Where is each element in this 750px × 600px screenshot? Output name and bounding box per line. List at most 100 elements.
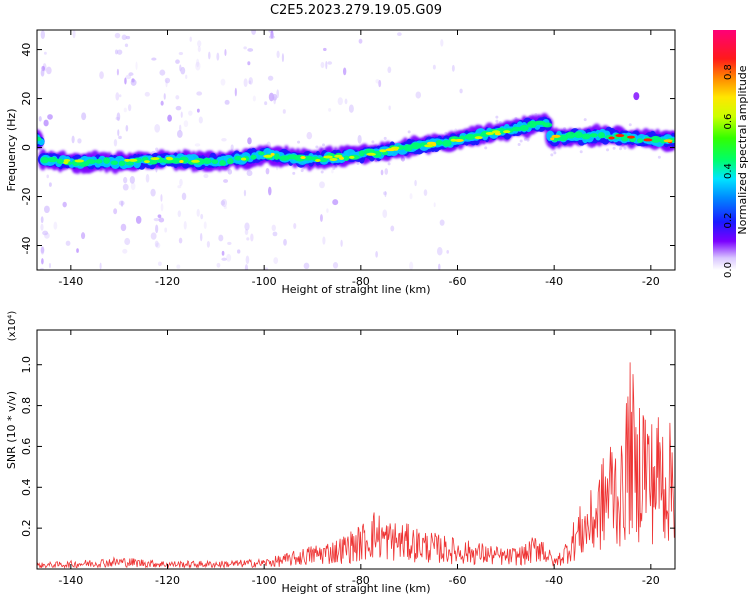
noise-speck bbox=[243, 46, 247, 50]
snr-y-axis: 0.2 0.4 0.6 0.8 1.0 bbox=[20, 356, 675, 537]
noise-speck bbox=[315, 145, 319, 149]
noise-speck bbox=[158, 217, 165, 223]
noise-speck bbox=[498, 121, 502, 125]
noise-speck bbox=[176, 264, 181, 269]
colorbar-gradient bbox=[713, 30, 736, 270]
ridge-hotspot bbox=[551, 134, 561, 138]
spectrogram-y-label: Frequency (Hz) bbox=[5, 109, 18, 192]
noise-speck bbox=[271, 224, 276, 232]
x-tick-label: -60 bbox=[449, 275, 467, 288]
noise-speck bbox=[358, 38, 363, 44]
noise-speck bbox=[439, 219, 445, 226]
ridge-mark bbox=[650, 135, 662, 143]
noise-speck bbox=[414, 179, 417, 187]
noise-speck bbox=[164, 77, 171, 84]
noise-speck bbox=[340, 239, 343, 247]
noise-speck bbox=[251, 30, 256, 35]
noise-speck bbox=[246, 170, 253, 177]
noise-speck bbox=[293, 222, 297, 230]
noise-speck bbox=[319, 214, 323, 222]
noise-speck bbox=[145, 173, 150, 183]
noise-speck bbox=[40, 69, 45, 77]
y-tick-label: 20 bbox=[20, 92, 33, 106]
noise-speck bbox=[119, 94, 122, 98]
snr-x-axis: -140 -120 -100 -80 -60 -40 -20 bbox=[58, 330, 660, 587]
snr-x-label: Height of straight line (km) bbox=[281, 582, 430, 595]
snr-line bbox=[37, 362, 675, 569]
noise-speck bbox=[223, 179, 229, 183]
noise-speck bbox=[197, 46, 201, 53]
noise-speck bbox=[71, 135, 75, 144]
noise-speck bbox=[196, 58, 200, 68]
noise-speck bbox=[218, 234, 224, 242]
noise-speck bbox=[197, 40, 202, 47]
noise-speck bbox=[440, 39, 444, 47]
noise-speck bbox=[332, 199, 339, 206]
noise-speck bbox=[124, 237, 131, 246]
y-tick-label: 0.8 bbox=[20, 397, 33, 415]
noise-speck bbox=[444, 131, 448, 135]
noise-speck bbox=[46, 174, 49, 179]
snr-panel: -140 -120 -100 -80 -60 -40 -20 0.2 0.4 0.6 0.8 1.0… bbox=[5, 311, 676, 595]
spectrogram-panel: -140 -120 -100 -80 -60 -40 -20 -40 -20 0 20 40 Hei… bbox=[5, 29, 676, 296]
noise-speck bbox=[113, 208, 118, 215]
noise-speck bbox=[383, 136, 387, 140]
noise-speck bbox=[43, 51, 47, 55]
ridge-mark bbox=[227, 158, 234, 165]
x-tick-label: -120 bbox=[155, 275, 180, 288]
noise-speck bbox=[157, 214, 162, 218]
ridge-mark bbox=[519, 124, 529, 132]
noise-speck bbox=[163, 93, 166, 100]
noise-speck bbox=[53, 221, 58, 230]
noise-speck bbox=[130, 182, 136, 191]
noise-speck bbox=[165, 79, 168, 88]
noise-speck bbox=[65, 240, 71, 246]
ridge-hotspot bbox=[315, 158, 321, 162]
noise-speck bbox=[247, 61, 251, 66]
noise-speck bbox=[220, 200, 226, 206]
ridge-hotspot bbox=[329, 157, 338, 161]
noise-speck bbox=[234, 87, 237, 97]
noise-speck bbox=[344, 98, 348, 105]
noise-speck bbox=[40, 216, 44, 224]
ridge-mark bbox=[103, 157, 111, 164]
noise-speck bbox=[297, 140, 301, 144]
noise-speck bbox=[268, 186, 272, 196]
noise-speck bbox=[121, 34, 127, 41]
ridge-mark bbox=[211, 159, 219, 165]
noise-speck bbox=[196, 108, 200, 113]
noise-speck bbox=[553, 151, 557, 155]
noise-speck bbox=[221, 250, 225, 256]
noise-speck bbox=[267, 75, 274, 81]
noise-speck bbox=[446, 250, 450, 254]
y-tick-label: 1.0 bbox=[20, 356, 33, 374]
figure-title: C2E5.2023.279.19.05.G09 bbox=[270, 3, 442, 18]
noise-speck bbox=[328, 108, 332, 112]
noise-speck bbox=[526, 138, 530, 142]
ridge-hotspot bbox=[63, 158, 71, 162]
noise-speck bbox=[264, 267, 269, 270]
noise-speck bbox=[387, 66, 392, 74]
x-tick-label: -40 bbox=[545, 275, 563, 288]
noise-speck bbox=[220, 78, 226, 86]
spectrogram-x-label: Height of straight line (km) bbox=[281, 283, 430, 296]
noise-speck bbox=[160, 203, 164, 212]
noise-speck bbox=[409, 193, 413, 200]
noise-speck bbox=[415, 91, 422, 99]
noise-speck bbox=[579, 150, 583, 154]
y-tick-label: -20 bbox=[20, 188, 33, 206]
noise-speck bbox=[387, 162, 391, 166]
ridge-mark bbox=[565, 131, 576, 139]
ridge-mark bbox=[234, 155, 242, 161]
noise-speck bbox=[432, 64, 436, 70]
noise-speck bbox=[114, 49, 119, 55]
noise-speck bbox=[183, 220, 187, 230]
noise-speck bbox=[550, 153, 554, 157]
noise-speck bbox=[144, 91, 150, 97]
noise-speck bbox=[230, 144, 234, 151]
ridge-mark bbox=[372, 150, 382, 158]
noise-speck bbox=[657, 155, 661, 159]
noise-speck bbox=[48, 263, 52, 269]
noise-speck bbox=[337, 97, 343, 106]
noise-speck bbox=[128, 72, 134, 76]
